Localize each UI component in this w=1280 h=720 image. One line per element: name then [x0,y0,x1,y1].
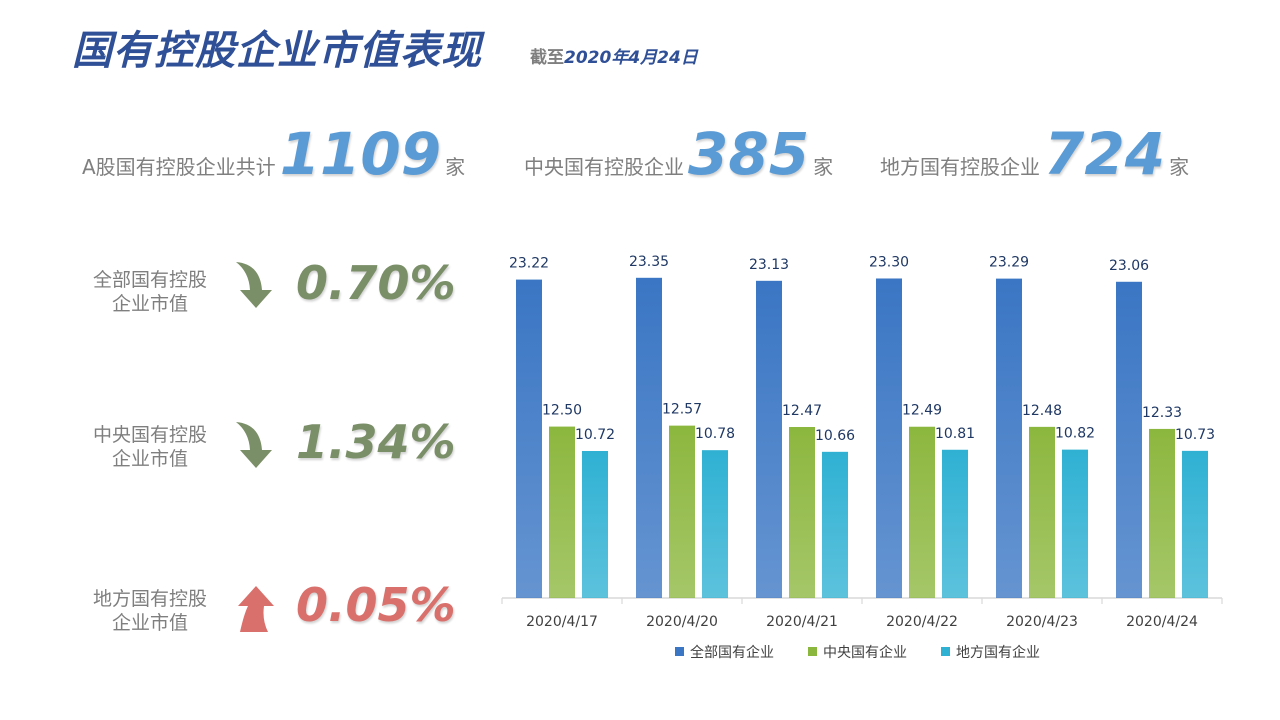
bar [1149,428,1175,598]
data-label: 12.48 [1022,403,1062,419]
summary-total: A股国有控股企业共计1109 家 [82,120,465,188]
data-label: 10.72 [575,427,615,443]
data-label: 10.78 [695,426,735,442]
bar [909,426,935,598]
bar [702,450,728,598]
bar [1182,450,1208,598]
bar [582,450,608,598]
bar [516,279,542,598]
x-tick-label: 2020/4/24 [1126,614,1198,630]
bar [549,426,575,598]
arrow-up-icon [238,586,274,632]
metric-label-line: 全部国有控股 [92,269,207,291]
data-label: 23.22 [509,256,549,272]
page-title: 国有控股企业市值表现 [72,28,482,74]
data-label: 10.81 [935,426,975,442]
data-label: 12.47 [782,403,822,419]
as-of-date: 2020年4月24日 [564,48,698,68]
x-tick-label: 2020/4/21 [766,614,838,630]
summary-label: 中央国有控股企业 [524,155,684,179]
bar [636,277,662,598]
x-tick-label: 2020/4/17 [526,614,598,630]
metric-label-central: 中央国有控股 企业市值 [60,423,240,471]
data-label: 12.33 [1142,405,1182,421]
legend-swatch [941,647,950,656]
data-label: 12.49 [902,403,942,419]
legend-label: 中央国有企业 [823,644,907,661]
bar [1029,426,1055,598]
data-label: 23.06 [1109,258,1149,274]
data-label: 23.30 [869,254,909,270]
data-label: 23.35 [629,254,669,270]
metric-label-all: 全部国有控股 企业市值 [60,268,240,316]
data-label: 12.57 [662,402,702,418]
arrow-down-icon [236,262,272,308]
data-label: 10.66 [815,428,855,444]
summary-number: 724 [1044,120,1166,188]
data-label: 10.82 [1055,426,1095,442]
summary-unit: 家 [1169,155,1190,179]
legend-label: 全部国有企业 [690,644,774,661]
summary-label: 地方国有控股企业 [880,155,1040,179]
data-label: 23.29 [989,255,1029,271]
data-label: 23.13 [749,257,789,273]
summary-number: 1109 [279,120,442,188]
data-label: 12.50 [542,403,582,419]
bar [756,280,782,598]
as-of-note: 截至2020年4月24日 [530,43,698,68]
bar [1062,449,1088,598]
summary-central: 中央国有控股企业385 家 [524,120,833,188]
metric-label-line: 企业市值 [111,293,188,315]
as-of-prefix: 截至 [530,48,564,68]
legend-swatch [808,647,817,656]
bar [789,426,815,598]
x-tick-label: 2020/4/23 [1006,614,1078,630]
summary-number: 385 [688,120,810,188]
summary-local: 地方国有控股企业724 家 [880,120,1189,188]
metric-label-line: 中央国有控股 [92,424,207,446]
summary-label: A股国有控股企业共计 [82,155,276,179]
metric-label-line: 企业市值 [111,448,188,470]
legend-swatch [675,647,684,656]
metric-value-local: 0.05% [296,578,456,632]
bar [1116,281,1142,598]
metric-value-central: 1.34% [296,415,456,469]
bar [942,449,968,598]
legend-label: 地方国有企业 [956,644,1040,661]
market-cap-bar-chart: 23.22 12.50 10.72 2020/4/17 23.35 12.57 10.78 2… [501,254,1223,661]
bar [822,451,848,598]
bar [996,278,1022,598]
metric-label-line: 企业市值 [111,612,188,634]
metric-label-line: 地方国有控股 [92,588,207,610]
metric-value-all: 0.70% [296,256,456,310]
metric-label-local: 地方国有控股 企业市值 [60,587,240,635]
data-label: 10.73 [1175,427,1215,443]
summary-unit: 家 [813,155,834,179]
summary-unit: 家 [445,155,466,179]
arrow-down-icon [236,422,272,468]
x-tick-label: 2020/4/20 [646,614,718,630]
x-tick-label: 2020/4/22 [886,614,958,630]
bar [669,425,695,598]
bar [876,278,902,598]
